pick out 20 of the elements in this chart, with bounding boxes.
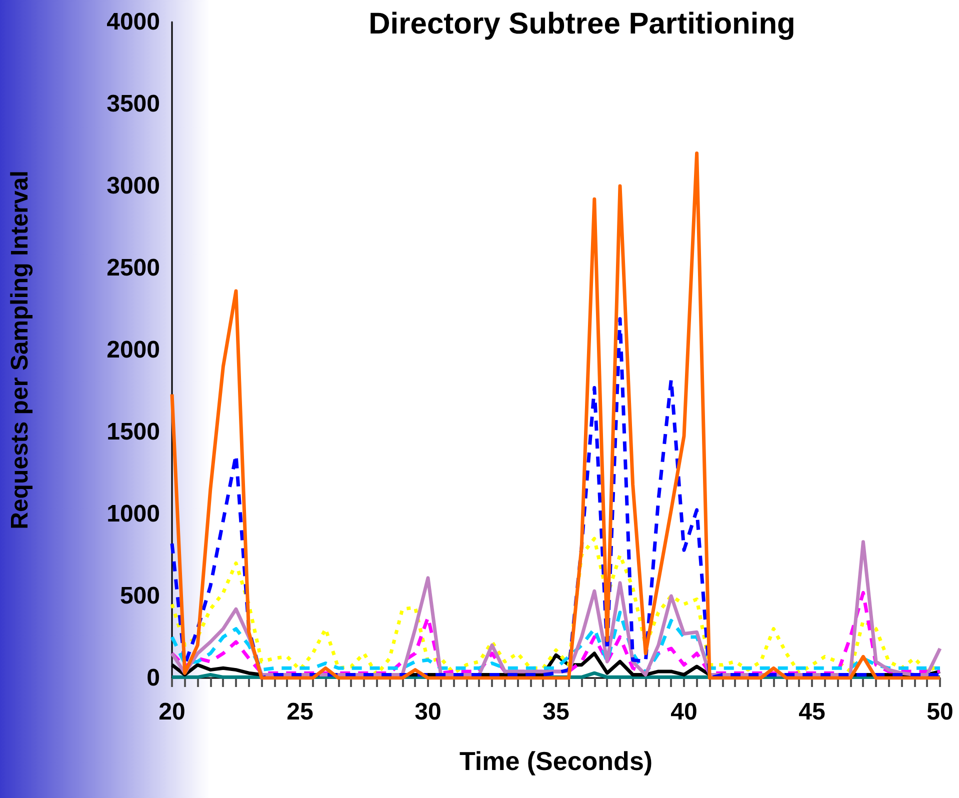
x-axis-title: Time (Seconds): [459, 746, 653, 776]
y-tick-label: 4000: [106, 8, 160, 36]
x-tick-label: 35: [542, 698, 570, 726]
y-tick-label: 500: [120, 582, 160, 610]
y-tick-label: 3500: [106, 90, 160, 118]
x-tick-label: 40: [670, 698, 698, 726]
x-tick-label: 50: [926, 698, 954, 726]
y-tick-label: 2000: [106, 336, 160, 364]
x-tick-label: 45: [798, 698, 826, 726]
y-tick-label: 2500: [106, 254, 160, 282]
x-tick-label: 30: [414, 698, 442, 726]
x-tick-label: 25: [286, 698, 314, 726]
line-series: [170, 590, 942, 675]
y-tick-label: 0: [146, 664, 160, 692]
y-tick-label: 3000: [106, 172, 160, 200]
y-tick-label: 1000: [106, 500, 160, 528]
y-tick-label: 1500: [106, 418, 160, 446]
chart-title: Directory Subtree Partitioning: [368, 8, 796, 40]
y-axis-title: Requests per Sampling Interval: [6, 170, 34, 530]
x-tick-label: 20: [158, 698, 186, 726]
